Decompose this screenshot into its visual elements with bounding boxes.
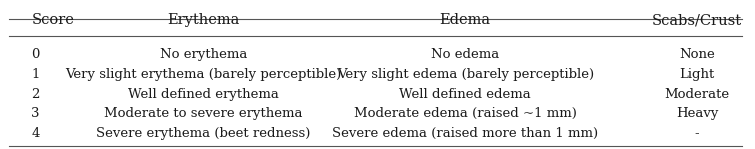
Text: Edema: Edema: [439, 13, 491, 27]
Text: Scabs/Crust: Scabs/Crust: [652, 13, 742, 27]
Text: Moderate edema (raised ~1 mm): Moderate edema (raised ~1 mm): [354, 107, 577, 120]
Text: Moderate to severe erythema: Moderate to severe erythema: [104, 107, 303, 120]
Text: Severe edema (raised more than 1 mm): Severe edema (raised more than 1 mm): [332, 127, 598, 140]
Text: Heavy: Heavy: [676, 107, 718, 120]
Text: Well defined edema: Well defined edema: [399, 88, 531, 101]
Text: 0: 0: [31, 48, 40, 61]
Text: None: None: [680, 48, 715, 61]
Text: 2: 2: [31, 88, 40, 101]
Text: No erythema: No erythema: [160, 48, 247, 61]
Text: Moderate: Moderate: [664, 88, 729, 101]
Text: Severe erythema (beet redness): Severe erythema (beet redness): [96, 127, 310, 140]
Text: Well defined erythema: Well defined erythema: [128, 88, 279, 101]
Text: No edema: No edema: [431, 48, 499, 61]
Text: Very slight edema (barely perceptible): Very slight edema (barely perceptible): [337, 68, 593, 81]
Text: Light: Light: [680, 68, 715, 81]
Text: 3: 3: [31, 107, 40, 120]
Text: Very slight erythema (barely perceptible): Very slight erythema (barely perceptible…: [65, 68, 341, 81]
Text: Erythema: Erythema: [167, 13, 239, 27]
Text: Score: Score: [31, 13, 74, 27]
Text: -: -: [695, 127, 699, 140]
Text: 1: 1: [31, 68, 40, 81]
Text: 4: 4: [31, 127, 40, 140]
